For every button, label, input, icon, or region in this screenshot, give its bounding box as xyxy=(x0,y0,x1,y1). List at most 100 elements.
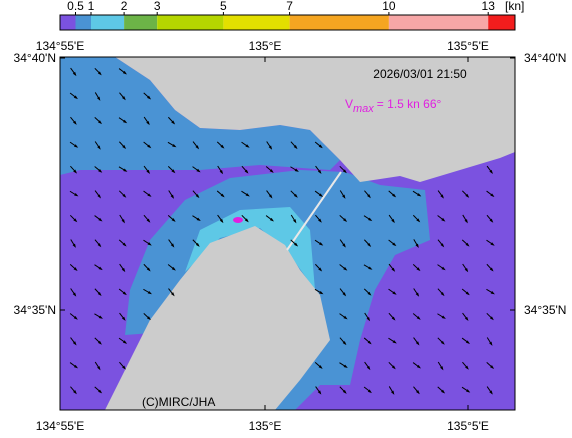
arrow-head xyxy=(244,218,249,223)
arrow-head xyxy=(416,364,421,369)
arrow-head xyxy=(268,145,273,150)
arrow-head xyxy=(219,218,224,224)
arrow-head xyxy=(72,243,76,248)
bridge xyxy=(286,171,342,251)
arrow-head xyxy=(98,217,103,222)
arrow-head xyxy=(195,145,200,150)
arrow-head xyxy=(147,95,152,100)
arrow-head xyxy=(342,243,346,248)
arrow-head xyxy=(318,193,324,197)
map-frame xyxy=(59,56,516,411)
arrow-head xyxy=(122,70,127,75)
colorbar-tick-label: 5 xyxy=(220,0,227,13)
arrows xyxy=(69,67,495,395)
colorbar-tick-label: 2 xyxy=(121,0,128,13)
arrow-head xyxy=(293,145,298,150)
arrow-head xyxy=(367,340,372,345)
arrow-head xyxy=(245,144,250,148)
arrow-head xyxy=(318,218,322,223)
arrow-head xyxy=(440,243,445,248)
x-axis-label: 134°55'E xyxy=(36,39,84,53)
arrow-head xyxy=(391,390,395,395)
arrow-head xyxy=(147,193,152,197)
arrow-head xyxy=(415,243,419,248)
arrow-head xyxy=(73,169,78,174)
arrow-head xyxy=(122,242,127,247)
arrow-head xyxy=(171,120,176,125)
arrow-head xyxy=(195,242,200,247)
arrow-head xyxy=(466,389,471,393)
colorbar-segment xyxy=(60,15,76,30)
arrow-head xyxy=(269,169,274,173)
arrow-head xyxy=(196,168,201,173)
arrow-head xyxy=(416,390,420,395)
arrow-head xyxy=(415,341,420,346)
arrow-head xyxy=(465,340,471,344)
arrow-head xyxy=(489,169,493,175)
arrow-head xyxy=(121,316,126,321)
arrow-head xyxy=(440,340,445,345)
y-axis-label: 34°35'N xyxy=(524,303,566,317)
max-marker xyxy=(233,217,243,223)
arrow-head xyxy=(220,193,225,198)
arrow-head xyxy=(489,341,493,346)
arrow-head xyxy=(342,341,347,346)
arrow-head xyxy=(123,168,128,172)
arrow-head xyxy=(489,316,494,321)
arrow-head xyxy=(318,365,323,369)
vmax-label: Vmax = 1.5 kn 66° xyxy=(345,97,442,115)
arrow-head xyxy=(98,120,103,125)
arrow-head xyxy=(391,365,396,370)
colorbar-segment xyxy=(91,15,125,30)
arrow-head xyxy=(294,168,299,172)
arrow-head xyxy=(146,218,151,223)
arrow-head xyxy=(342,292,347,297)
colorbar-unit: [kn] xyxy=(505,0,524,13)
colorbar-segment xyxy=(388,15,489,30)
arrow-head xyxy=(97,243,102,248)
arrow-head xyxy=(293,219,297,224)
arrow-head xyxy=(490,291,495,295)
colorbar-tick-label: 10 xyxy=(382,0,396,13)
colorbar-segment xyxy=(124,15,158,30)
arrow-head xyxy=(171,266,176,271)
arrow-head xyxy=(391,218,395,224)
arrow-head xyxy=(268,194,273,199)
arrow-head xyxy=(97,71,102,76)
arrow-head xyxy=(73,316,78,320)
arrow-head xyxy=(72,341,77,346)
arrow-head xyxy=(465,365,469,370)
arrow-head xyxy=(244,169,249,174)
arrow-head xyxy=(367,242,372,247)
arrow-head xyxy=(367,194,371,199)
arrow-head xyxy=(392,242,397,247)
vmax-subscript: max xyxy=(353,103,374,115)
arrow-head xyxy=(122,145,127,150)
arrow-head xyxy=(367,291,372,296)
y-axis-label: 34°40'N xyxy=(14,51,56,65)
arrow-head xyxy=(98,169,103,173)
arrow-head xyxy=(97,145,101,150)
colorbar-tick-label: 3 xyxy=(154,0,161,13)
colorbar-frame xyxy=(59,14,516,31)
credit: (C)MIRC/JHA xyxy=(142,395,215,409)
arrow-head xyxy=(317,169,322,174)
arrow-head xyxy=(319,242,324,246)
arrow-head xyxy=(392,340,397,344)
arrow-head xyxy=(97,96,101,101)
arrow-head xyxy=(392,193,397,198)
arrow-head xyxy=(465,242,470,247)
arrow-head xyxy=(392,291,397,295)
arrow-head xyxy=(121,267,126,273)
arrow-head xyxy=(219,170,224,175)
arrow-head xyxy=(98,389,103,394)
colorbar-tick-label: 7 xyxy=(286,0,293,13)
arrow-head xyxy=(122,96,126,101)
arrow-head xyxy=(245,193,250,197)
arrow-head xyxy=(195,194,200,199)
arrow-head xyxy=(368,266,373,270)
arrow-head xyxy=(97,194,102,199)
arrow-head xyxy=(464,316,469,321)
arrow-head xyxy=(441,217,446,222)
